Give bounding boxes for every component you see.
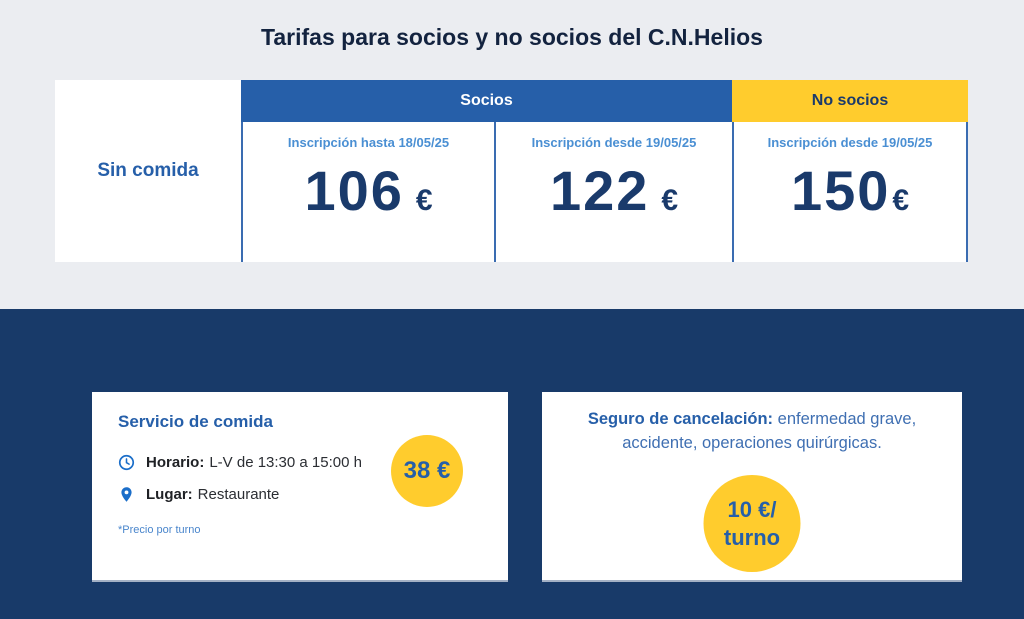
cancellation-insurance-card: Seguro de cancelación: enfermedad grave,… [542, 392, 962, 580]
inscription-note: Inscripción hasta 18/05/25 [287, 135, 450, 150]
tariffs-section: Tarifas para socios y no socios del C.N.… [0, 0, 1024, 309]
price-cell-no-socios: Inscripción desde 19/05/25 150 € [732, 122, 968, 262]
price-value: 106 € [304, 163, 432, 219]
inscription-note: Inscripción desde 19/05/25 [767, 135, 933, 150]
schedule-label: Horario: [146, 454, 205, 471]
cancellation-title: Seguro de cancelación: [587, 410, 774, 428]
food-service-title: Servicio de comida [118, 412, 273, 431]
cancellation-price-line1: 10 €/ [727, 497, 777, 522]
header-socios: Socios [241, 80, 732, 122]
price-number: 106 [304, 159, 404, 222]
euro-sign: € [661, 184, 679, 217]
price-cell-socios-early: Inscripción hasta 18/05/25 106 € [241, 122, 494, 262]
header-no-socios: No socios [732, 80, 968, 122]
cancellation-text: Seguro de cancelación: enfermedad grave,… [572, 408, 932, 456]
cancellation-description: enfermedad grave, accidente, operaciones… [622, 410, 917, 452]
inscription-note: Inscripción desde 19/05/25 [531, 135, 697, 150]
row-label-sin-comida: Sin comida [55, 80, 241, 262]
food-service-card: Servicio de comida Horario: L-V de 13:30… [92, 392, 508, 580]
schedule-row: Horario: L-V de 13:30 a 15:00 h [118, 454, 482, 471]
cancellation-price-badge: 10 €/ turno [703, 475, 801, 572]
place-row: Lugar: Restaurante [118, 486, 482, 503]
cancellation-price-line2: turno [723, 524, 781, 550]
pricing-table-columns: Socios No socios Inscripción hasta 18/05… [241, 80, 968, 262]
euro-sign: € [892, 184, 910, 217]
price-per-shift-footnote: *Precio por turno [118, 524, 201, 536]
place-label: Lugar: [146, 486, 193, 503]
price-number: 150 [790, 159, 891, 222]
place-value: Restaurante [197, 486, 280, 503]
euro-sign: € [415, 184, 433, 217]
price-value: 150 € [791, 163, 909, 219]
clock-icon [118, 454, 135, 471]
extras-section: Servicio de comida Horario: L-V de 13:30… [0, 309, 1024, 619]
price-value: 122 € [550, 163, 678, 219]
location-pin-icon [118, 486, 135, 503]
pricing-table-header: Socios No socios [241, 80, 968, 122]
price-number: 122 [549, 159, 650, 222]
pricing-table-body: Inscripción hasta 18/05/25 106 € Inscrip… [241, 122, 968, 262]
food-price-text: 38 € [403, 457, 451, 484]
schedule-value: L-V de 13:30 a 15:00 h [209, 454, 362, 471]
pricing-table: Sin comida Socios No socios Inscripción … [55, 80, 968, 262]
food-price-badge: 38 € [391, 435, 463, 507]
page-title: Tarifas para socios y no socios del C.N.… [261, 24, 763, 50]
price-cell-socios-late: Inscripción desde 19/05/25 122 € [494, 122, 732, 262]
